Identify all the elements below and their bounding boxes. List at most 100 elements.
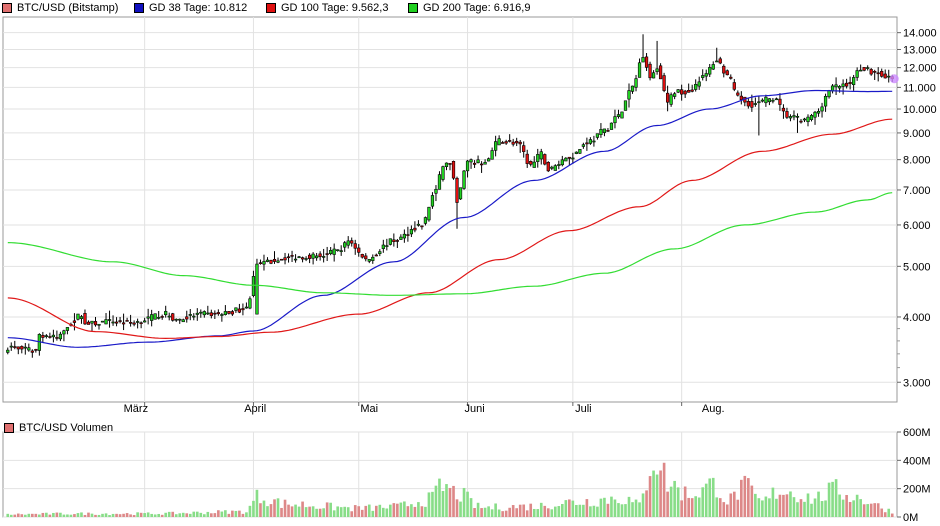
volume-bar [90, 513, 94, 517]
volume-bar [227, 513, 231, 517]
candle-body [852, 77, 856, 85]
price-y-tick-label: 10.000 [903, 104, 937, 116]
candle-body [434, 188, 438, 194]
volume-bar [876, 503, 880, 517]
candle-body [574, 151, 578, 154]
volume-bar [38, 514, 41, 517]
volume-bar [859, 499, 862, 517]
candle-body [164, 311, 168, 316]
volume-bar [669, 486, 673, 517]
volume-bar [350, 511, 354, 517]
volume-bar [125, 513, 129, 517]
volume-bar [178, 513, 182, 517]
legend-swatch [408, 3, 418, 13]
volume-bar [785, 494, 789, 517]
volume-bar [613, 499, 617, 517]
candle-body [293, 258, 298, 261]
candle-body [704, 73, 708, 77]
volume-bar [553, 506, 557, 517]
candle-body [630, 85, 635, 92]
volume-bar [743, 475, 747, 517]
legend-label: GD 100 Tage: 9.562,3 [281, 2, 389, 14]
price-plot-area [2, 16, 898, 403]
candle-body [34, 349, 38, 351]
legend-item-0: BTC/USD (Bitstamp) [2, 2, 118, 14]
candle-body [767, 98, 772, 103]
candle-body [623, 100, 628, 111]
volume-bar [94, 514, 97, 517]
candle-body [476, 159, 480, 164]
x-tick-label: April [244, 403, 266, 415]
volume-bar [518, 504, 522, 517]
candle-body [322, 256, 326, 258]
candle-body [111, 321, 115, 324]
volume-bar [153, 514, 157, 517]
volume-bar [276, 498, 280, 517]
candle-body [329, 250, 333, 255]
candle-body [58, 333, 63, 340]
candle-body [244, 306, 249, 309]
candle-body [778, 98, 782, 105]
volume-bar [557, 506, 561, 517]
candle-body [79, 316, 84, 319]
volume-bar [48, 514, 52, 517]
candle-body [441, 166, 445, 180]
volume-bar [732, 491, 736, 517]
volume-bar [792, 497, 796, 517]
candle-body [209, 312, 213, 316]
candle-body [251, 276, 256, 296]
candle-body [750, 101, 754, 108]
candle-body [350, 240, 354, 244]
volume-bar [655, 474, 659, 517]
volume-bar [539, 502, 543, 517]
candle-body [690, 89, 694, 92]
volume-bar [862, 504, 866, 517]
volume-bar [845, 494, 848, 517]
volume-bar [529, 503, 533, 517]
candle-body [336, 249, 340, 252]
volume-bar [122, 513, 125, 517]
legend-item-1: GD 38 Tage: 10.812 [134, 2, 247, 14]
candle-body [150, 314, 154, 321]
legend-label: GD 38 Tage: 10.812 [149, 2, 248, 14]
volume-bar [259, 503, 262, 517]
volume-bar [9, 514, 13, 517]
volume-bar [174, 514, 178, 517]
candle-body [248, 298, 252, 309]
candle-body [262, 261, 266, 265]
candle-body [357, 247, 361, 253]
candle-body [279, 258, 284, 261]
volume-bar [508, 507, 511, 517]
candle-body [455, 177, 459, 203]
candle-body [83, 312, 87, 325]
volume-bar [210, 513, 213, 517]
candle-body [553, 165, 557, 171]
candle-body [511, 141, 515, 145]
x-tick-label: Juli [575, 403, 592, 415]
volume-y-tick-label: 200M [903, 484, 931, 496]
volume-bar [445, 484, 448, 517]
candle-body [641, 57, 645, 63]
candle-body [448, 163, 452, 165]
candle-body [276, 260, 280, 263]
volume-bar [73, 514, 76, 517]
volume-bar [143, 513, 146, 517]
volume-bar [841, 499, 845, 517]
candle-body [859, 69, 863, 72]
candle-body [118, 320, 122, 322]
candle-body [188, 314, 192, 316]
volume-bar [873, 503, 877, 517]
volume-bar [778, 494, 782, 517]
candle-body [192, 315, 196, 318]
candle-body [486, 158, 491, 162]
volume-bar [627, 496, 631, 517]
candle-body [114, 321, 119, 324]
candle-body [230, 311, 235, 315]
candle-body [648, 63, 652, 79]
volume-bar [283, 499, 287, 517]
legend-label: GD 200 Tage: 6.916,9 [423, 2, 531, 14]
volume-bar [806, 493, 810, 517]
candle-body [237, 308, 242, 313]
candle-body [51, 334, 55, 338]
candle-body [283, 257, 287, 261]
